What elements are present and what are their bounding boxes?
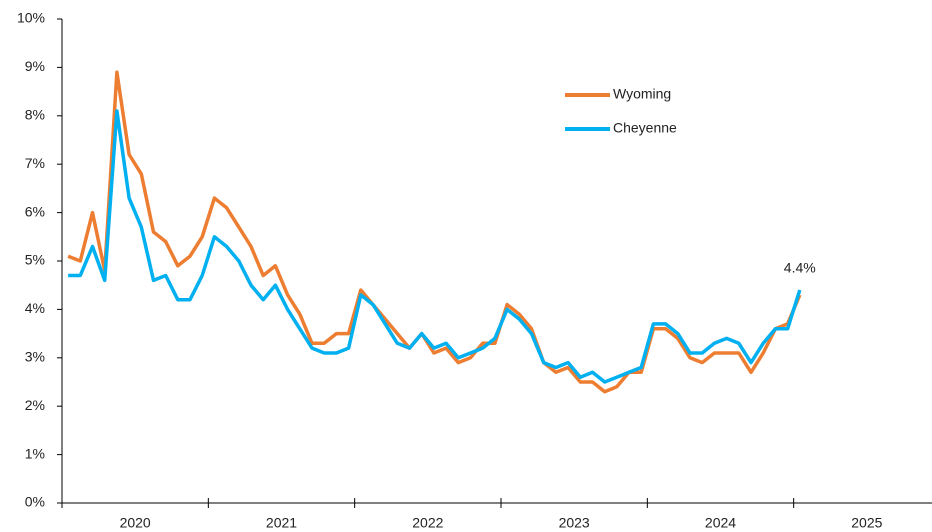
y-tick-label: 10% (17, 10, 45, 26)
x-tick-label: 2022 (412, 515, 443, 531)
data-label: 4.4% (784, 260, 816, 276)
legend-label: Wyoming (613, 86, 671, 102)
y-tick-label: 8% (25, 107, 45, 123)
x-tick-label: 2024 (705, 515, 736, 531)
y-tick-label: 7% (25, 155, 45, 171)
y-tick-label: 5% (25, 252, 45, 268)
y-tick-label: 3% (25, 349, 45, 365)
y-tick-label: 0% (25, 494, 45, 510)
x-tick-label: 2020 (120, 515, 151, 531)
y-tick-label: 6% (25, 203, 45, 219)
x-tick-label: 2025 (851, 515, 882, 531)
series-line (67, 70, 802, 394)
y-tick-label: 4% (25, 300, 45, 316)
series-line (68, 109, 802, 384)
y-tick-label: 2% (25, 397, 45, 413)
legend-label: Cheyenne (613, 120, 677, 136)
y-tick-label: 9% (25, 58, 45, 74)
x-tick-label: 2021 (266, 515, 297, 531)
x-tick-label: 2023 (559, 515, 590, 531)
y-tick-label: 1% (25, 445, 45, 461)
